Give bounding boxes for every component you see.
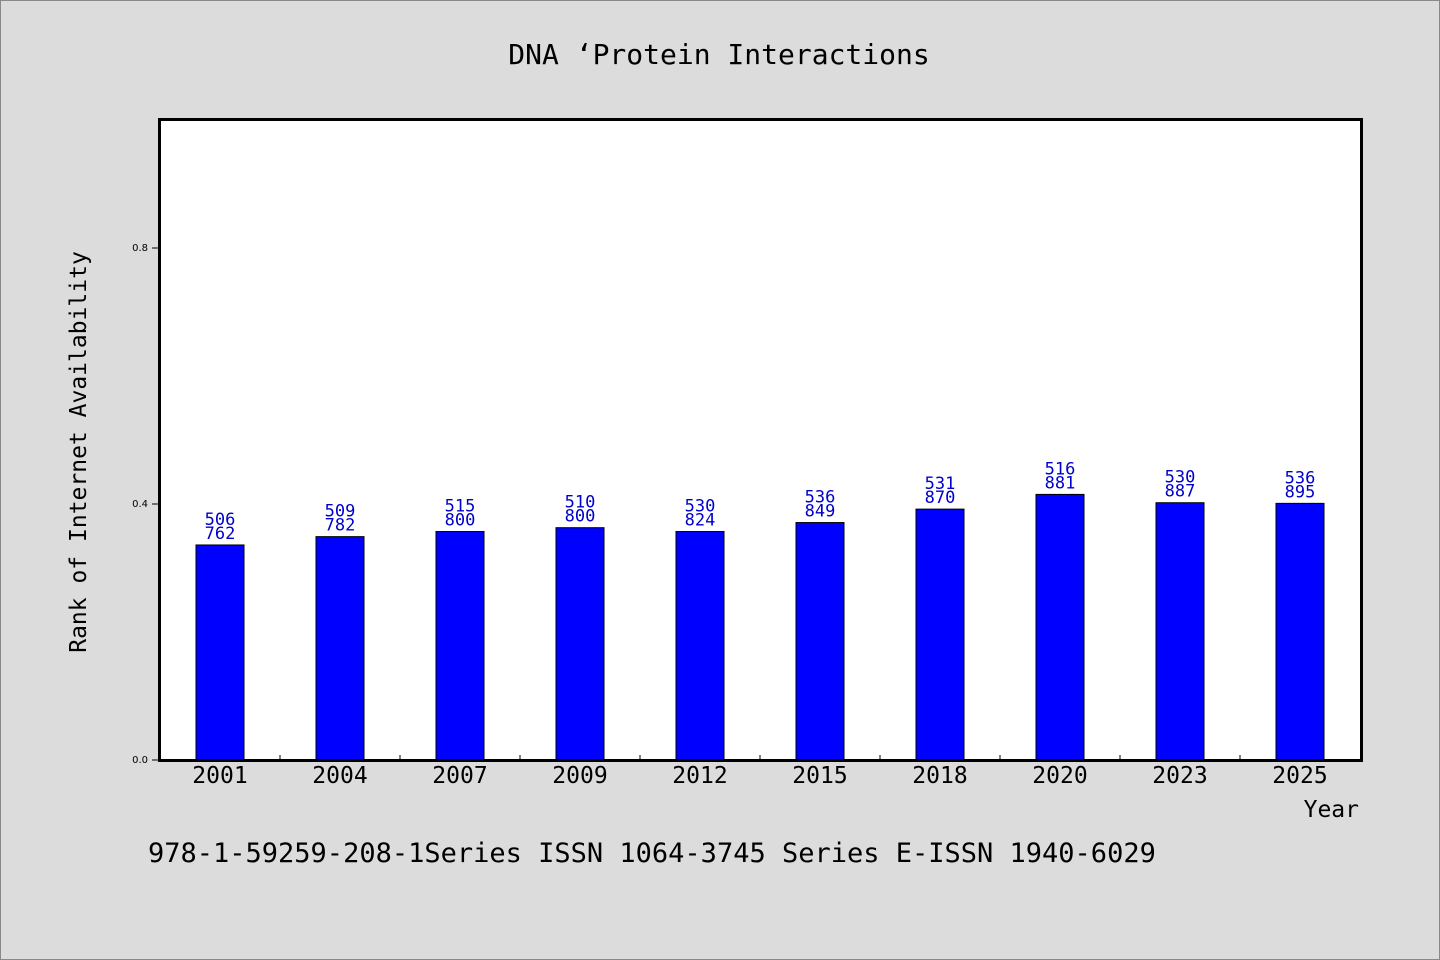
x-tick-label: 2007 — [432, 763, 487, 789]
bar-data-label: 531 — [925, 474, 956, 494]
x-tick-label: 2009 — [552, 763, 607, 789]
x-tick-label: 2001 — [192, 763, 247, 789]
plot-frame — [158, 118, 1363, 762]
x-axis: 2001 2004 2007 2009 2012 2015 2018 2020 2023 2025 — [192, 755, 1328, 789]
y-tick-label: 0.0 — [132, 755, 148, 766]
x-tick-label: 2018 — [912, 763, 967, 789]
bar-2012 — [675, 531, 725, 761]
bar-data-label: 515 — [445, 497, 476, 517]
bar-2025 — [1275, 502, 1325, 761]
footnote: 978-1-59259-208-1Series ISSN 1064-3745 S… — [148, 838, 1156, 869]
data-labels-group: 5067625097825158005108005308245368495318… — [205, 459, 1316, 544]
bar-data-label: 849 — [805, 502, 836, 522]
bar-data-label: 530 — [685, 497, 716, 517]
y-axis-label: Rank of Internet Availability — [66, 251, 92, 653]
y-tick-label: 0.4 — [132, 499, 148, 510]
chart-title: DNA ‘Protein Interactions — [508, 38, 929, 71]
x-tick-label: 2004 — [312, 763, 367, 789]
bar-data-label: 895 — [1285, 482, 1316, 502]
bar-2004 — [315, 536, 365, 761]
bar-2018 — [915, 508, 965, 761]
bar-2015 — [795, 522, 845, 761]
bar-data-label: 762 — [205, 524, 236, 544]
bar-2001 — [195, 544, 245, 761]
x-tick-label: 2025 — [1272, 763, 1327, 789]
bar-data-label: 800 — [565, 507, 596, 527]
bar-data-label: 536 — [805, 488, 836, 508]
x-tick-label: 2012 — [672, 763, 727, 789]
bar-data-label: 824 — [685, 511, 716, 531]
bar-2009 — [555, 527, 605, 761]
y-tick-label: 0.8 — [132, 243, 148, 254]
bars-group — [195, 493, 1325, 761]
bar-2020 — [1035, 493, 1085, 761]
bar-data-label: 887 — [1165, 482, 1196, 502]
bar-data-label: 536 — [1285, 468, 1316, 488]
bar-2007 — [435, 531, 485, 761]
x-tick-label: 2023 — [1152, 763, 1207, 789]
bar-data-label: 881 — [1045, 473, 1076, 493]
bar-data-label: 509 — [325, 502, 356, 522]
bar-data-label: 530 — [1165, 468, 1196, 488]
bar-data-label: 516 — [1045, 459, 1076, 479]
x-tick-label: 2020 — [1032, 763, 1087, 789]
bar-2023 — [1155, 502, 1205, 761]
x-tick-label: 2015 — [792, 763, 847, 789]
bar-data-label: 800 — [445, 511, 476, 531]
bar-data-label: 506 — [205, 510, 236, 530]
bar-data-label: 870 — [925, 488, 956, 508]
x-axis-label: Year — [1304, 797, 1359, 823]
bar-data-label: 782 — [325, 516, 356, 536]
bar-data-label: 510 — [565, 493, 596, 513]
